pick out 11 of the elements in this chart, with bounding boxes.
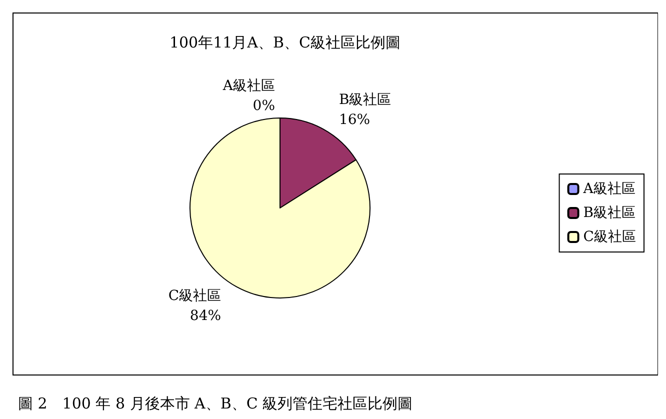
data-label: 84% <box>190 308 222 324</box>
chart-title: 100年11月A、B、C級社區比例圖 <box>169 34 401 52</box>
slice-label: B級社區 <box>338 92 392 108</box>
data-label: 16% <box>338 112 370 128</box>
text: 0% <box>252 98 275 114</box>
caption: 圖 2 100 年 8 月後本市 A、B、C 級列管住宅社區比例圖 <box>18 394 413 412</box>
legend-label: C級社區 <box>583 229 636 245</box>
legend-label: B級社區 <box>583 205 636 221</box>
slice-label: C級社區 <box>168 288 222 304</box>
legend-label: A級社區 <box>582 181 636 197</box>
category-label: A級社區 <box>222 78 275 94</box>
